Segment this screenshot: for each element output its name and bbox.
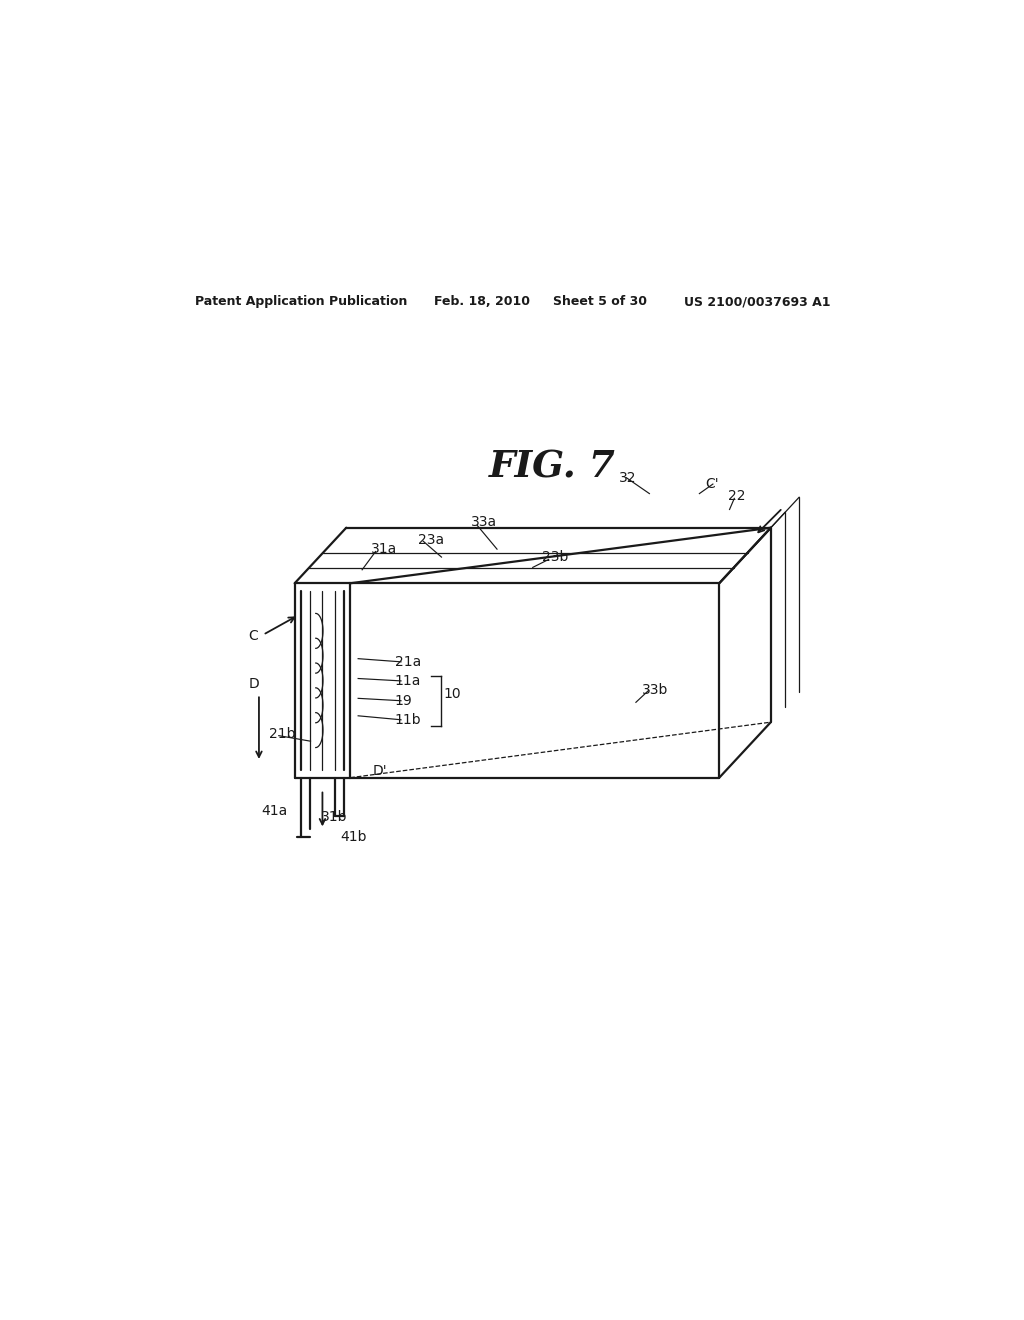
Text: 41a: 41a (261, 804, 288, 818)
Text: D': D' (373, 764, 387, 779)
Text: 33a: 33a (471, 515, 497, 529)
Text: 22: 22 (728, 488, 745, 503)
Text: 41b: 41b (341, 830, 368, 845)
Text: C: C (249, 630, 258, 643)
Text: 11b: 11b (394, 713, 421, 727)
Text: Sheet 5 of 30: Sheet 5 of 30 (553, 296, 646, 308)
Text: Feb. 18, 2010: Feb. 18, 2010 (433, 296, 529, 308)
Text: 23b: 23b (543, 550, 568, 564)
Text: 33b: 33b (642, 684, 669, 697)
Text: FIG. 7: FIG. 7 (489, 447, 616, 486)
Text: 11a: 11a (394, 675, 421, 688)
Text: 21b: 21b (269, 727, 296, 741)
Text: 21a: 21a (394, 655, 421, 669)
Text: 32: 32 (618, 471, 636, 484)
Text: 23a: 23a (418, 533, 443, 546)
Text: 10: 10 (443, 686, 462, 701)
Text: C': C' (705, 477, 719, 491)
Text: 31a: 31a (371, 543, 397, 556)
Text: Patent Application Publication: Patent Application Publication (196, 296, 408, 308)
Text: US 2100/0037693 A1: US 2100/0037693 A1 (684, 296, 830, 308)
Text: 31b: 31b (321, 810, 347, 825)
Text: D: D (249, 677, 259, 692)
Text: 19: 19 (394, 694, 413, 708)
